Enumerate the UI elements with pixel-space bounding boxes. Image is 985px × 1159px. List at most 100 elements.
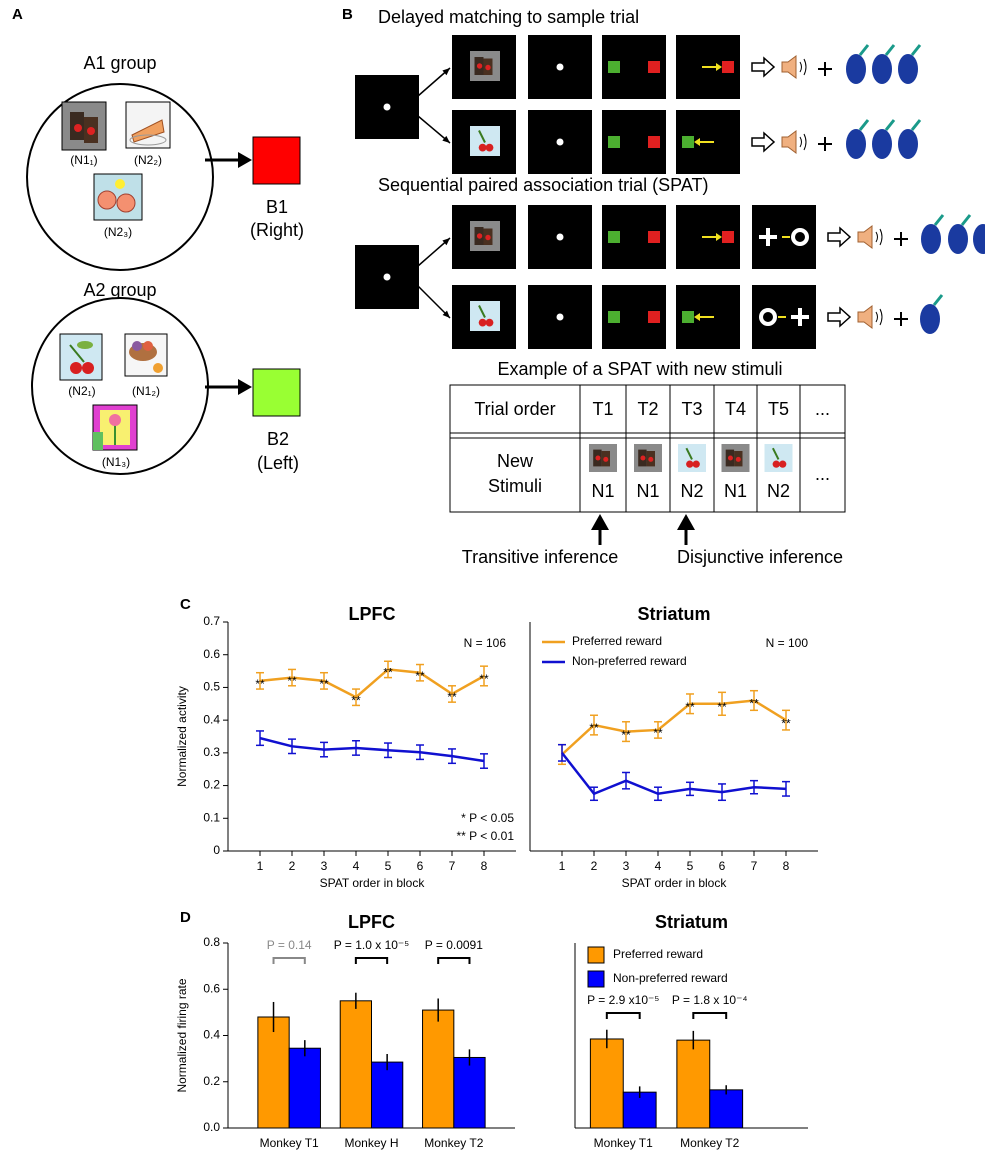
significance-marker: ** bbox=[717, 700, 727, 714]
arrow-head bbox=[238, 379, 252, 395]
chart-title: Striatum bbox=[637, 604, 710, 624]
fixation-dot bbox=[556, 233, 564, 241]
x-axis-label: SPAT order in block bbox=[320, 876, 426, 890]
row-label: Stimuli bbox=[488, 476, 542, 496]
stimulus-image bbox=[59, 333, 103, 381]
screen bbox=[452, 35, 516, 99]
chart: LPFC 0 0.1 0.2 0.3 0.4 0.5 0.6 0.7 Normalized act… bbox=[175, 604, 516, 890]
branch-head bbox=[442, 310, 450, 318]
table-stimulus bbox=[589, 444, 617, 472]
table-stimulus bbox=[764, 444, 793, 472]
stimulus-part bbox=[476, 233, 483, 239]
x-tick-label: 3 bbox=[321, 859, 328, 873]
sound-waves bbox=[799, 58, 807, 76]
chart-title: LPFC bbox=[348, 912, 395, 932]
bar bbox=[453, 1056, 486, 1129]
x-tick-label: Monkey H bbox=[344, 1136, 398, 1150]
y-tick-label: 0.6 bbox=[203, 981, 220, 995]
saccade-head bbox=[694, 313, 700, 321]
significance-marker: ** bbox=[653, 726, 663, 740]
stimulus-part bbox=[735, 456, 741, 462]
example-table bbox=[449, 384, 846, 513]
target-square bbox=[252, 136, 301, 185]
bar bbox=[422, 1009, 455, 1129]
x-tick-label: Monkey T1 bbox=[594, 1136, 653, 1150]
comparison-bracket bbox=[437, 957, 471, 964]
row-label: New bbox=[497, 451, 534, 471]
stimulus-part bbox=[478, 130, 486, 143]
red-target bbox=[648, 136, 660, 148]
circle-symbol bbox=[791, 228, 809, 246]
stimulus-part bbox=[478, 318, 487, 327]
p-value: P = 0.14 bbox=[267, 938, 312, 952]
legend-label: Non-preferred reward bbox=[572, 654, 687, 668]
inference-label: Transitive inference bbox=[462, 547, 618, 567]
x-tick-label: Monkey T1 bbox=[260, 1136, 319, 1150]
juice-drop bbox=[898, 129, 918, 159]
screen bbox=[528, 205, 592, 269]
green-target bbox=[682, 311, 694, 323]
significance-marker: ** bbox=[287, 674, 297, 688]
significance-marker: ** bbox=[415, 669, 425, 683]
branch-arrow bbox=[417, 285, 451, 319]
sound-waves bbox=[875, 308, 883, 326]
red-target bbox=[648, 61, 660, 73]
x-tick-label: 7 bbox=[751, 859, 758, 873]
table-header: T2 bbox=[637, 399, 658, 419]
screen bbox=[452, 285, 516, 349]
screen bbox=[676, 35, 740, 99]
panel-label: D bbox=[180, 909, 191, 926]
x-tick-label: 2 bbox=[591, 859, 598, 873]
stimulus-image bbox=[93, 173, 143, 221]
y-tick-label: 0.0 bbox=[203, 1120, 220, 1134]
x-tick-label: 5 bbox=[687, 859, 694, 873]
stimulus-part bbox=[640, 455, 646, 461]
x-tick-label: 5 bbox=[385, 859, 392, 873]
screen bbox=[528, 110, 592, 174]
juice-drop-tail bbox=[960, 214, 972, 226]
fixation-dot bbox=[383, 103, 391, 111]
table-header: T4 bbox=[725, 399, 746, 419]
comparison-bracket bbox=[692, 1012, 728, 1019]
green-target bbox=[682, 136, 694, 148]
table-cell: ... bbox=[815, 464, 830, 484]
table-cell: N2 bbox=[767, 481, 790, 501]
group-title: A1 group bbox=[83, 53, 156, 73]
saccade-head bbox=[716, 233, 722, 241]
table-cell: N1 bbox=[591, 481, 614, 501]
y-tick-label: 0.8 bbox=[203, 935, 220, 949]
chart-title: Striatum bbox=[655, 912, 728, 932]
significance-marker: ** bbox=[781, 716, 791, 730]
green-target bbox=[608, 61, 620, 73]
juice-drop-tail bbox=[884, 119, 896, 131]
legend-label: Preferred reward bbox=[613, 947, 703, 961]
red-target bbox=[722, 61, 734, 73]
x-tick-label: 4 bbox=[353, 859, 360, 873]
significance-marker: ** bbox=[589, 721, 599, 735]
juice-drop bbox=[872, 54, 892, 84]
stimulus-label: (N1₂) bbox=[132, 384, 160, 398]
outline-arrow bbox=[827, 306, 852, 328]
x-tick-label: 8 bbox=[783, 859, 790, 873]
juice-drop bbox=[973, 224, 985, 254]
green-target bbox=[608, 311, 620, 323]
plus-sign bbox=[894, 232, 908, 246]
significance-marker: ** bbox=[351, 693, 361, 707]
juice-drop-tail bbox=[858, 44, 870, 56]
target-label: B2 bbox=[267, 429, 289, 449]
series-line bbox=[561, 752, 787, 796]
stimulus-part bbox=[485, 234, 491, 241]
p-value: P = 1.0 x 10⁻⁵ bbox=[334, 938, 409, 952]
screen bbox=[355, 245, 419, 309]
stimulus-image bbox=[124, 333, 168, 377]
juice-drop bbox=[846, 54, 866, 84]
target-side: (Left) bbox=[257, 453, 299, 473]
significance-marker: ** bbox=[685, 700, 695, 714]
x-tick-label: 1 bbox=[257, 859, 264, 873]
panel-label: C bbox=[180, 596, 191, 613]
branch-head bbox=[442, 135, 450, 143]
fixation-dot bbox=[556, 313, 564, 321]
screen bbox=[528, 35, 592, 99]
panel-label: A bbox=[12, 6, 23, 23]
